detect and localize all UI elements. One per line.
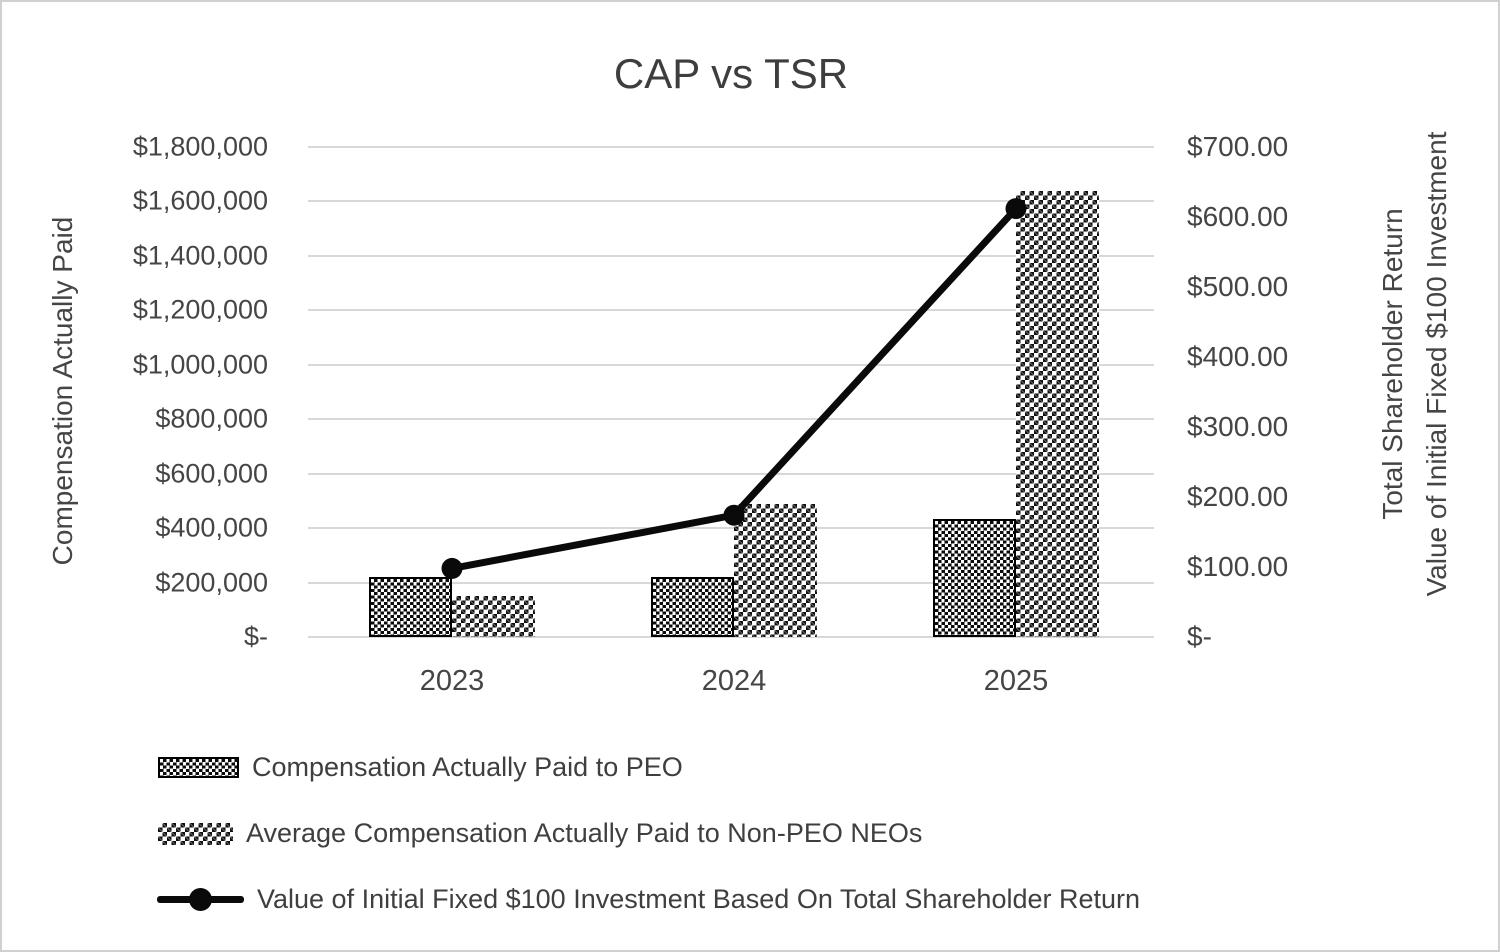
bar-non-peo-neos-2024 [734, 503, 817, 637]
right-axis-tick-label: $300.00 [1187, 411, 1289, 442]
legend-label-peo: Compensation Actually Paid to PEO [252, 752, 683, 782]
x-axis-category-label: 2025 [983, 665, 1049, 697]
right-axis-tick-label: $- [1187, 621, 1212, 652]
left-axis-tick-label: $200,000 [155, 567, 268, 598]
bar-peo-2024 [651, 577, 734, 637]
right-axis-tick-label: $400.00 [1187, 341, 1289, 372]
legend-item-tsr-line: Value of Initial Fixed $100 Investment B… [157, 884, 1140, 915]
gridline [308, 636, 1154, 638]
right-axis-title: Total Shareholder Return Value of Initia… [1371, 132, 1459, 597]
legend-label-tsr-line: Value of Initial Fixed $100 Investment B… [257, 884, 1141, 914]
left-axis-tick-label: $1,400,000 [132, 240, 268, 271]
right-axis-title-line-2: Value of Initial Fixed $100 Investment [1421, 131, 1452, 597]
right-axis-tick-label: $700.00 [1187, 131, 1289, 162]
left-axis-tick-label: $600,000 [155, 458, 268, 489]
left-axis-tick-label: $- [243, 621, 268, 652]
x-axis-category-label: 2024 [701, 665, 767, 697]
left-axis-tick-label: $1,800,000 [132, 131, 268, 162]
chart-title: CAP vs TSR [613, 50, 849, 97]
gridline [308, 200, 1154, 203]
x-axis-category-label: 2023 [419, 665, 485, 697]
bar-peo-2023 [369, 577, 452, 637]
tsr-line-marker-2023 [441, 557, 463, 579]
left-axis-tick-label: $1,200,000 [132, 294, 268, 325]
gridline [308, 146, 1154, 148]
legend-item-peo: Compensation Actually Paid to PEO [158, 752, 683, 783]
right-axis-tick-label: $500.00 [1187, 271, 1289, 302]
right-axis-tick-label: $600.00 [1187, 201, 1289, 232]
right-axis-title-line-1: Total Shareholder Return [1377, 208, 1408, 520]
bar-non-peo-neos-2025 [1016, 190, 1099, 637]
right-axis-tick-label: $100.00 [1187, 551, 1289, 582]
legend-item-non-peo-neos: Average Compensation Actually Paid to No… [158, 818, 922, 849]
bar-non-peo-neos-2023 [452, 596, 535, 637]
left-axis-tick-label: $1,000,000 [132, 349, 268, 380]
bar-peo-2025 [933, 518, 1016, 637]
legend-swatch-peo-pattern [158, 757, 239, 778]
legend-label-non-peo-neos: Average Compensation Actually Paid to No… [246, 818, 923, 848]
legend-swatch-line-marker [157, 887, 244, 912]
right-axis-tick-label: $200.00 [1187, 481, 1289, 512]
left-axis-title: Compensation Actually Paid [47, 216, 78, 566]
left-axis-tick-label: $800,000 [155, 403, 268, 434]
legend-swatch-non-peo-pattern [158, 822, 233, 845]
left-axis-tick-label: $400,000 [155, 512, 268, 543]
left-axis-tick-label: $1,600,000 [132, 185, 268, 216]
legend-line-marker-icon [189, 888, 212, 911]
